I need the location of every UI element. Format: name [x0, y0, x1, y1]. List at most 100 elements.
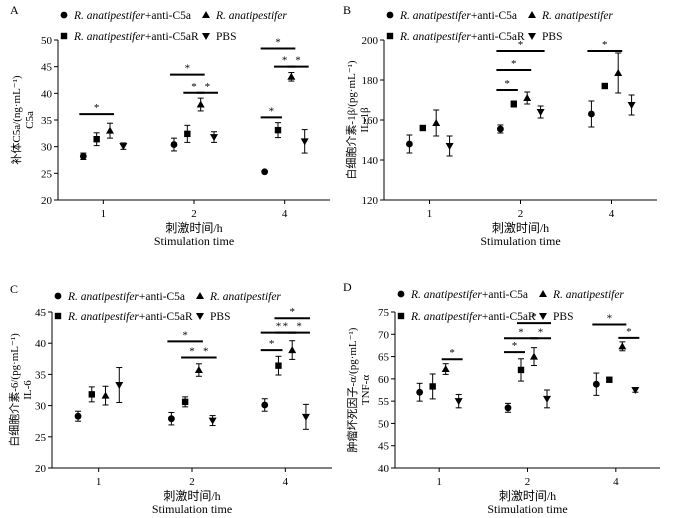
- data-point: [184, 130, 191, 138]
- data-point: [419, 124, 427, 132]
- legend-label: PBS: [216, 31, 236, 43]
- x-axis-label-en: Stimulation time: [154, 234, 234, 248]
- data-point: [115, 382, 124, 390]
- legend-item: R. anatipestifer+anti-C5a: [54, 291, 185, 303]
- series: [406, 100, 595, 154]
- legend-label: R. anatipestifer: [541, 10, 613, 22]
- data-point: [288, 346, 297, 354]
- data-point: [416, 388, 424, 396]
- legend-item: PBS: [196, 311, 230, 323]
- x-tick-label: 2: [189, 476, 195, 488]
- y-tick-label: 120: [362, 195, 379, 207]
- legend-marker: [60, 11, 68, 19]
- legend-item: R. anatipestifer: [539, 289, 624, 301]
- legend-label: PBS: [210, 311, 230, 323]
- significance-star: *: [275, 37, 281, 49]
- x-tick-label: 4: [609, 208, 615, 220]
- x-axis-label-cn: 刺激时间/h: [165, 221, 222, 235]
- x-tick-label: 1: [436, 476, 442, 488]
- legend-item: R. anatipestifer: [202, 10, 287, 22]
- legend-marker: [539, 290, 547, 297]
- data-point: [287, 72, 296, 80]
- significance-star: *: [518, 326, 524, 338]
- series: [106, 72, 296, 139]
- y-axis-label-en: IL-1β: [359, 107, 371, 133]
- data-point: [261, 168, 269, 176]
- series: [445, 94, 636, 157]
- data-point: [601, 82, 609, 90]
- data-point: [497, 125, 504, 133]
- data-point: [606, 376, 613, 383]
- legend-item: R. anatipestifer+anti-C5a: [60, 10, 191, 22]
- x-axis-label-en: Stimulation time: [480, 234, 560, 248]
- y-tick-label: 140: [362, 155, 379, 167]
- data-point: [275, 362, 282, 369]
- data-point: [88, 391, 95, 398]
- significance-star: *: [504, 78, 510, 90]
- data-point: [543, 395, 552, 403]
- significance-star: *: [607, 312, 613, 324]
- significance-star: *: [538, 326, 544, 338]
- legend-item: PBS: [539, 311, 573, 323]
- legend-marker: [528, 33, 536, 40]
- legend-label: R. anatipestifer+anti-C5a: [73, 10, 191, 22]
- panel-A: A R. anatipestifer+anti-C5a R. anatipestif…: [9, 3, 330, 248]
- y-axis-label-cn: 补体C5a/(ng·mL⁻¹): [9, 75, 23, 164]
- significance-star: *: [511, 58, 517, 70]
- legend-label: R. anatipestifer+anti-C5a: [67, 291, 185, 303]
- y-axis-label-cn: 肿瘤坏死因子-α/(pg·mL⁻¹): [345, 327, 359, 452]
- y-tick-label: 35: [35, 369, 47, 381]
- x-tick-label: 1: [96, 476, 102, 488]
- x-axis-label-en: Stimulation time: [487, 502, 567, 516]
- data-point: [181, 398, 189, 406]
- series: [79, 137, 269, 176]
- series: [429, 358, 613, 400]
- data-point: [74, 412, 82, 420]
- legend-marker: [528, 11, 536, 18]
- significance-star: *: [189, 346, 195, 358]
- y-tick-label: 40: [41, 88, 53, 100]
- y-tick-label: 50: [378, 418, 390, 430]
- x-tick-label: 2: [191, 208, 197, 220]
- significance-star: *: [283, 321, 289, 333]
- data-point: [454, 398, 463, 406]
- y-tick-label: 65: [378, 352, 390, 364]
- significance-star: *: [531, 311, 537, 323]
- legend-item: R. anatipestifer: [196, 291, 281, 303]
- significance-star: *: [295, 55, 301, 67]
- x-tick-label: 2: [525, 476, 531, 488]
- significance-star: *: [269, 105, 275, 117]
- y-tick-label: 160: [362, 115, 379, 127]
- significance-star: *: [269, 338, 275, 350]
- data-point: [588, 110, 595, 118]
- data-point: [536, 109, 545, 116]
- legend-marker: [539, 313, 547, 320]
- legend-label: R. anatipestifer+anti-C5aR: [67, 311, 193, 323]
- data-point: [119, 143, 128, 151]
- legend-label: R. anatipestifer+anti-C5a: [399, 10, 517, 22]
- series: [74, 398, 269, 426]
- legend-marker: [386, 11, 394, 19]
- legend-item: R. anatipestifer+anti-C5aR: [397, 311, 536, 323]
- series: [115, 367, 310, 430]
- legend: R. anatipestifer+anti-C5a R. anatipestife…: [397, 289, 624, 323]
- x-axis-label-cn: 刺激时间/h: [163, 489, 220, 503]
- series: [88, 355, 282, 408]
- legend-marker: [397, 312, 405, 320]
- data-point: [445, 143, 454, 150]
- legend-item: R. anatipestifer+anti-C5aR: [54, 311, 193, 323]
- series: [119, 129, 309, 154]
- data-point: [274, 126, 282, 134]
- legend-marker: [196, 292, 204, 299]
- data-point: [618, 342, 627, 350]
- legend: R. anatipestifer+anti-C5a R. anatipestife…: [386, 10, 613, 43]
- legend-marker: [202, 11, 210, 18]
- significance-star: *: [518, 39, 524, 51]
- data-point: [614, 69, 623, 76]
- series: [441, 341, 627, 375]
- legend-item: PBS: [528, 31, 562, 43]
- series: [101, 340, 297, 406]
- significance-star: *: [289, 306, 295, 318]
- significance-star: *: [626, 326, 632, 338]
